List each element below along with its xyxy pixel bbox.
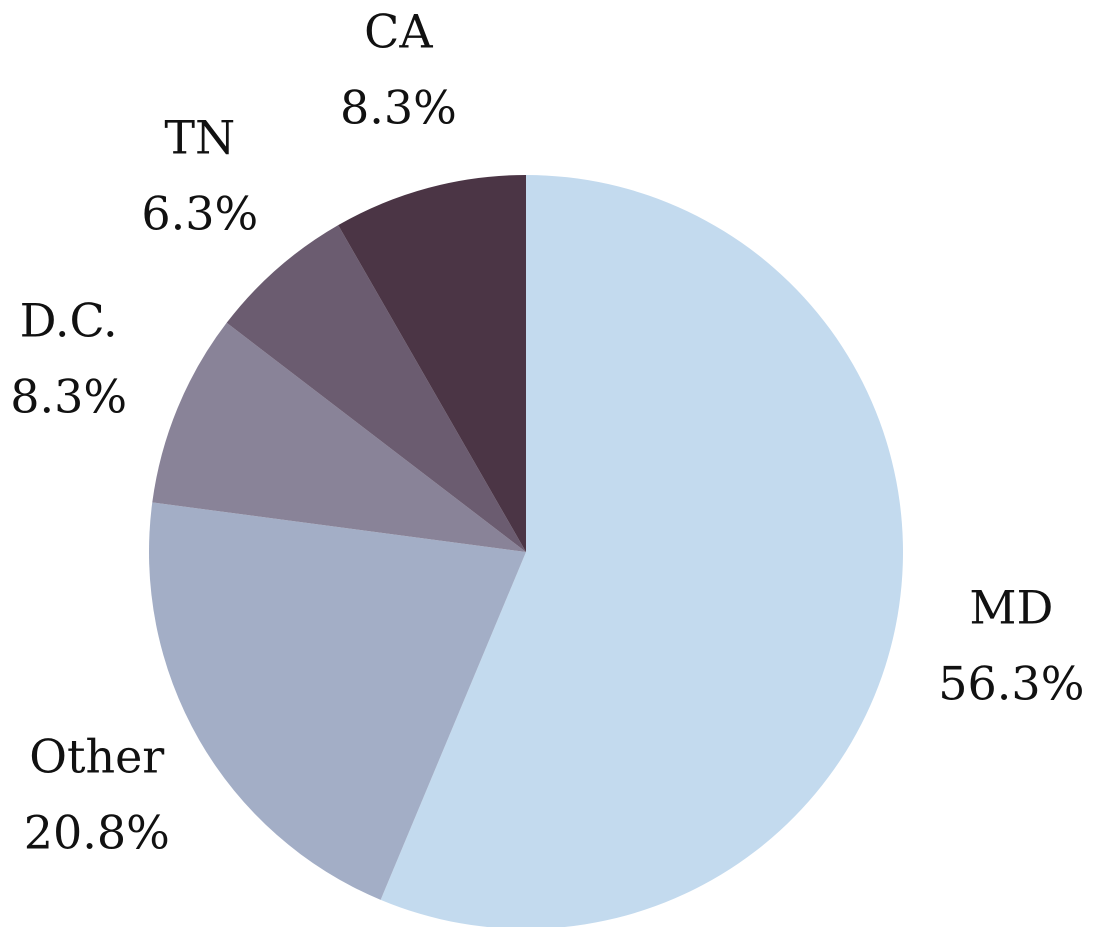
slice-label: Other bbox=[29, 730, 164, 784]
pie-slice bbox=[380, 175, 903, 927]
pie-slice bbox=[149, 502, 526, 900]
slice-value-label: 6.3% bbox=[141, 187, 258, 241]
slice-label: D.C. bbox=[20, 294, 118, 348]
slice-label: TN bbox=[164, 111, 235, 165]
slice-label: CA bbox=[364, 5, 433, 59]
slice-value-label: 56.3% bbox=[938, 656, 1084, 710]
pie-slice bbox=[338, 175, 526, 552]
slice-value-label: 8.3% bbox=[10, 370, 127, 424]
slice-value-label: 20.8% bbox=[24, 806, 170, 860]
pie-slice bbox=[226, 225, 526, 552]
slice-value-label: 8.3% bbox=[340, 81, 457, 135]
slice-label: MD bbox=[969, 580, 1053, 634]
pie-slice bbox=[152, 322, 526, 552]
